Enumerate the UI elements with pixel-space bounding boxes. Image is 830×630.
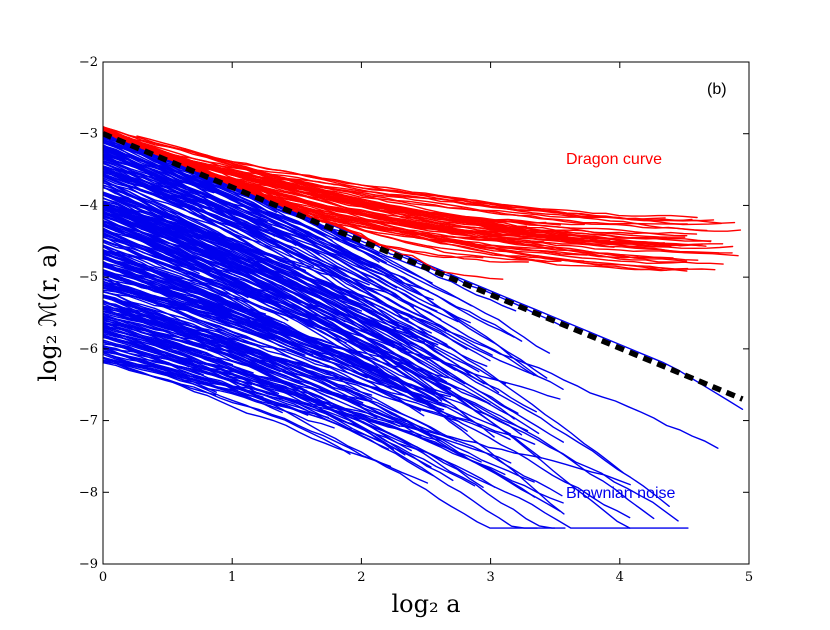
brownian-noise-line [103,222,458,398]
x-tick-label: 1 [228,570,236,585]
dragon-curve-line [103,126,688,225]
brownian-noise-line [103,335,253,386]
brownian-noise-line [103,233,402,346]
brownian-noise-line [103,201,500,394]
brownian-noise-line [103,264,323,355]
brownian-noise-line [103,258,561,400]
reference-layer [103,131,744,402]
series-dragon-curve [103,125,742,280]
brownian-noise-line [103,307,535,483]
brownian-noise-line [103,262,439,402]
brownian-noise-line [103,213,480,373]
brownian-noise-line [103,320,566,529]
annotation-dragon-curve: Dragon curve [566,151,662,168]
x-tick-label: 5 [745,570,753,585]
x-tick-label: 4 [616,570,624,585]
brownian-noise-line [103,166,239,234]
brownian-noise-line [103,341,201,376]
brownian-noise-line [103,206,429,361]
dragon-curve-line [103,127,736,224]
brownian-noise-line [103,148,348,299]
series-layer [103,125,744,529]
dragon-curve-line [226,160,659,244]
brownian-noise-line [103,290,336,389]
brownian-noise-line [103,225,364,356]
brownian-noise-line [103,353,390,450]
x-tick-label: 0 [99,570,107,585]
y-tick-label: −8 [79,485,98,500]
x-tick-label: 3 [486,570,494,585]
brownian-noise-line [103,205,564,390]
series-brownian-noise [103,129,744,529]
y-tick-label: −4 [79,198,98,213]
brownian-noise-line [103,284,422,412]
plot-frame [102,61,750,565]
annotation-brownian-noise: Brownian noise [566,485,676,502]
dragon-curve-line [197,165,615,248]
brownian-noise-line [103,165,402,282]
brownian-noise-line [103,360,217,396]
brownian-noise-line [103,290,373,400]
brownian-noise-line [103,284,447,408]
brownian-noise-line [103,153,472,307]
brownian-noise-line [103,204,443,402]
tick-layer [102,61,750,565]
y-tick-label: −3 [79,127,98,142]
y-tick-label: −9 [79,557,98,572]
reference-slope-line [103,131,744,402]
dragon-curve-line [156,150,739,257]
brownian-noise-line [103,361,335,429]
brownian-noise-line [103,274,395,381]
brownian-noise-line [103,235,237,304]
x-tick-label: 2 [357,570,365,585]
panel-label: (b) [707,81,727,98]
brownian-noise-line [103,312,407,423]
y-tick-label: −7 [79,414,98,429]
brownian-noise-line [103,173,471,324]
brownian-noise-line [103,359,441,442]
brownian-noise-line [103,208,670,507]
brownian-noise-line [103,329,308,392]
brownian-noise-line [103,286,450,379]
brownian-noise-line [103,192,450,349]
brownian-noise-line [103,182,491,362]
brownian-noise-line [103,346,217,393]
brownian-noise-line [103,231,407,353]
y-axis-label: log₂ ℳ(r, a) [34,244,62,382]
brownian-noise-line [103,287,442,435]
y-tick-label: −5 [79,270,98,285]
x-axis-label: log₂ a [391,590,460,618]
brownian-noise-line [103,336,190,368]
brownian-noise-line [103,144,434,301]
brownian-noise-line [103,254,275,326]
brownian-noise-line [103,201,439,362]
y-tick-label: −2 [79,55,98,70]
brownian-noise-line [103,328,395,450]
dragon-curve-line [103,129,611,242]
brownian-noise-line [103,150,292,237]
y-tick-label: −6 [79,342,98,357]
brownian-noise-line [103,322,268,373]
brownian-noise-line [103,317,196,352]
brownian-noise-line [103,212,565,515]
brownian-noise-line [103,165,370,286]
brownian-noise-line [103,348,352,413]
ticklabel-layer: 0 1 2 3 4 5 −9 −8 −7 −6 −5 −4 −3 −2 [79,55,753,585]
brownian-noise-line [103,158,201,194]
brownian-noise-line [103,332,216,367]
brownian-noise-line [103,139,253,199]
brownian-noise-line [103,307,281,373]
brownian-noise-line [103,230,403,395]
brownian-noise-line [103,339,556,529]
brownian-noise-line [103,181,564,443]
brownian-noise-line [103,324,432,468]
